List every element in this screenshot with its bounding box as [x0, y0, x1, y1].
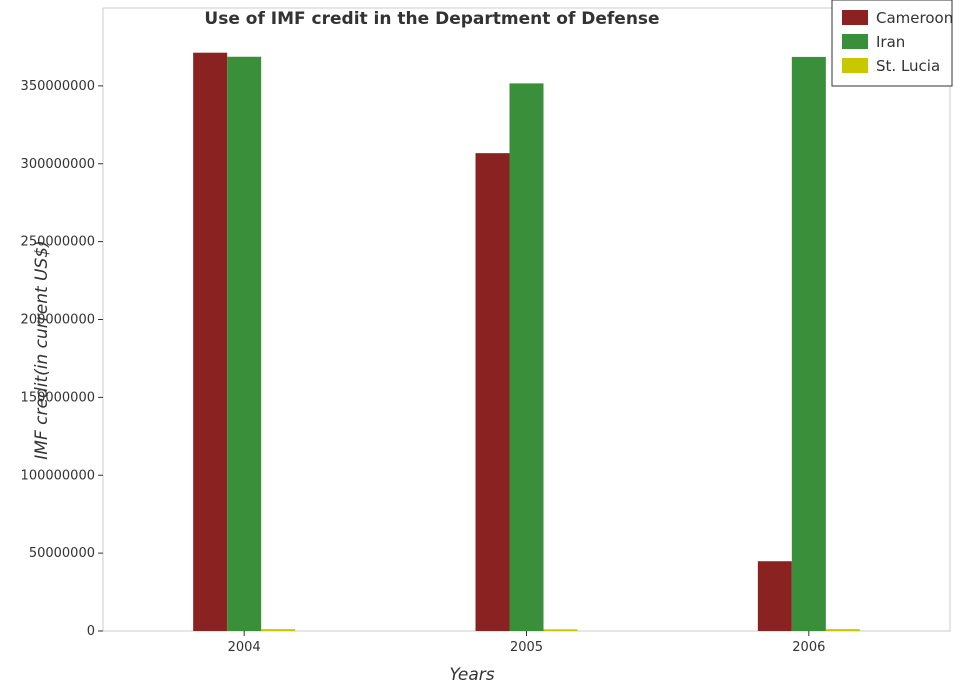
y-tick-label: 150000000: [21, 390, 95, 405]
legend-swatch: [842, 58, 868, 73]
x-tick-label: 2006: [792, 640, 825, 655]
bar-iran-2004: [227, 56, 262, 631]
legend-label: Iran: [876, 33, 905, 51]
y-tick-label: 100000000: [21, 468, 95, 483]
legend-swatch: [842, 34, 868, 49]
bar-st-lucia-2006: [825, 629, 860, 631]
x-axis-label: Years: [449, 665, 494, 685]
y-tick-label: 200000000: [21, 313, 95, 328]
chart-title: Use of IMF credit in the Department of D…: [204, 9, 659, 29]
bar-cameroon-2005: [475, 153, 510, 631]
y-tick-label: 50000000: [29, 546, 95, 561]
y-axis-label: IMF credit(in current US$): [32, 240, 52, 459]
y-tick-label: 350000000: [21, 79, 95, 94]
bar-st-lucia-2004: [261, 629, 296, 631]
x-tick-label: 2005: [510, 640, 543, 655]
legend: Cameroon Iran St. Lucia: [831, 0, 953, 87]
legend-label: Cameroon: [876, 9, 953, 27]
y-tick-label: 300000000: [21, 157, 95, 172]
bar-cameroon-2004: [193, 52, 228, 631]
y-tick-label: 250000000: [21, 235, 95, 250]
bar-cameroon-2006: [757, 561, 792, 631]
y-tick-label: 0: [87, 624, 95, 639]
plot-area: 0 50000000 100000000 150000000 200000000 2500…: [21, 7, 951, 655]
bar-iran-2006: [791, 56, 826, 631]
bar-iran-2005: [509, 83, 544, 632]
bar-st-lucia-2005: [543, 629, 578, 631]
legend-swatch: [842, 10, 868, 25]
legend-label: St. Lucia: [876, 57, 940, 75]
x-tick-label: 2004: [228, 640, 261, 655]
